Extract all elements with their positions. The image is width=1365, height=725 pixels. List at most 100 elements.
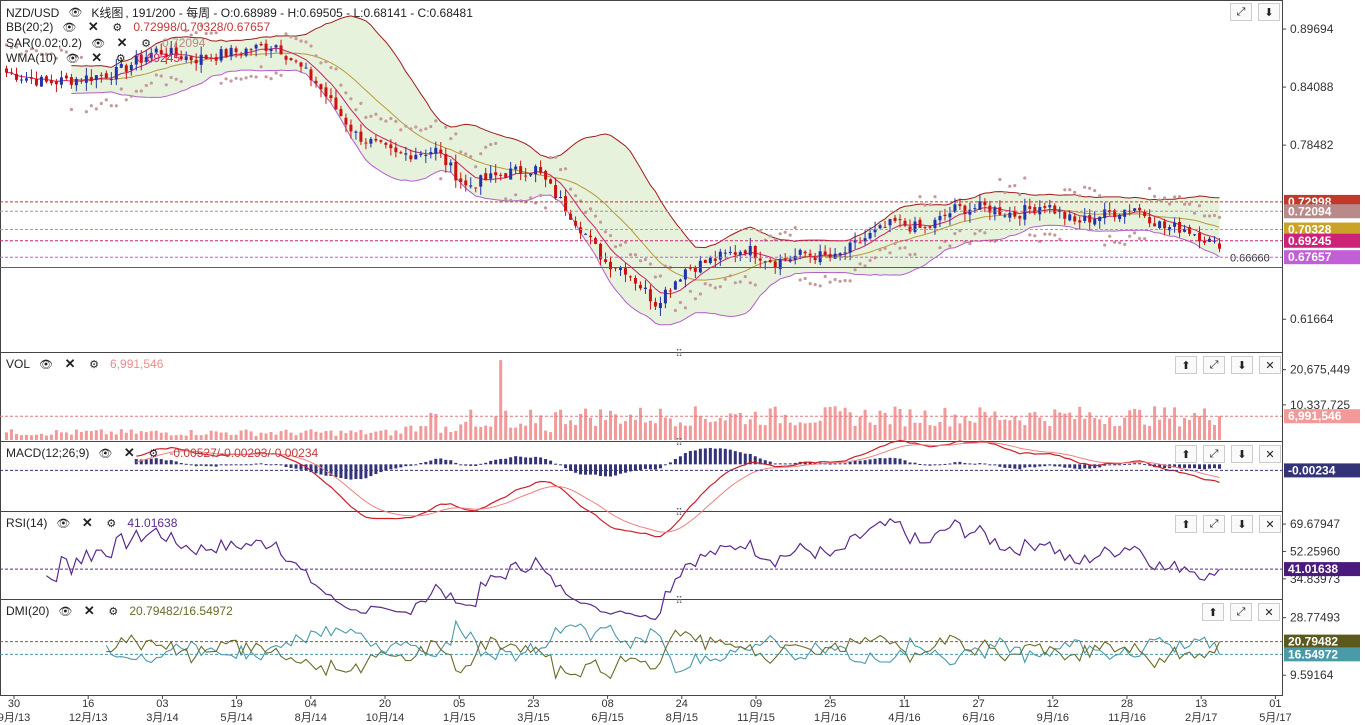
close-icon[interactable]: ✕ bbox=[81, 515, 93, 530]
sar-dot bbox=[1128, 234, 1132, 238]
volume-bar bbox=[604, 420, 608, 440]
sar-dot bbox=[998, 177, 1002, 182]
gear-icon[interactable]: ⚙ bbox=[112, 21, 123, 34]
move-up-icon[interactable]: ⬆ bbox=[1202, 603, 1224, 621]
gear-icon[interactable]: ⚙ bbox=[148, 447, 159, 460]
macd-histogram-bar bbox=[189, 464, 193, 466]
close-icon[interactable]: ✕ bbox=[1259, 356, 1281, 374]
x-tick-month-label: 2月/17 bbox=[1185, 712, 1217, 724]
maximize-icon[interactable]: ⤢ bbox=[1230, 603, 1252, 621]
sar-dot bbox=[204, 31, 208, 36]
gear-icon[interactable]: ⚙ bbox=[141, 37, 151, 50]
volume-bar bbox=[274, 434, 278, 440]
volume-bar bbox=[309, 429, 313, 440]
close-icon[interactable]: ✕ bbox=[1259, 515, 1281, 533]
sar-dot bbox=[169, 75, 173, 80]
candle-body bbox=[259, 43, 263, 46]
volume-bar bbox=[1033, 411, 1037, 440]
sar-dot bbox=[414, 125, 418, 129]
x-tick-month-label: 10月/14 bbox=[366, 712, 405, 724]
candle-body bbox=[409, 155, 413, 160]
close-icon[interactable]: ✕ bbox=[123, 445, 135, 460]
candle-body bbox=[658, 302, 662, 309]
macd-histogram-bar bbox=[968, 463, 972, 465]
volume-bar bbox=[444, 426, 448, 440]
macd-controls: ⬆ ⤢ ⬇ ✕ bbox=[1175, 445, 1281, 463]
candle-body bbox=[748, 245, 752, 256]
close-icon[interactable]: ✕ bbox=[1259, 445, 1281, 463]
eye-icon[interactable]: 👁 bbox=[91, 37, 106, 50]
volume-bar bbox=[254, 435, 258, 440]
eye-icon[interactable]: 👁 bbox=[98, 447, 113, 460]
close-icon[interactable]: ✕ bbox=[64, 356, 76, 371]
candle-body bbox=[783, 258, 787, 260]
move-down-icon[interactable]: ⬇ bbox=[1231, 445, 1253, 463]
candle-body bbox=[653, 302, 657, 307]
move-down-icon[interactable]: ⬇ bbox=[1231, 515, 1253, 533]
move-down-icon[interactable]: ⬇ bbox=[1231, 356, 1253, 374]
maximize-icon[interactable]: ⤢ bbox=[1203, 515, 1225, 533]
eye-icon[interactable]: 👁 bbox=[68, 7, 83, 19]
close-icon[interactable]: ✕ bbox=[1258, 603, 1280, 621]
gear-icon[interactable]: ⚙ bbox=[115, 52, 126, 65]
move-up-icon[interactable]: ⬆ bbox=[1175, 356, 1197, 374]
macd-histogram-bar bbox=[154, 458, 158, 465]
move-up-icon[interactable]: ⬆ bbox=[1175, 445, 1197, 463]
candle-body bbox=[214, 57, 218, 61]
move-down-icon[interactable]: ⬇ bbox=[1258, 3, 1280, 21]
volume-bar bbox=[184, 435, 188, 440]
maximize-icon[interactable]: ⤢ bbox=[1203, 445, 1225, 463]
candle-body bbox=[164, 53, 168, 57]
sar-dot bbox=[364, 115, 368, 119]
eye-icon[interactable]: 👁 bbox=[58, 605, 73, 618]
eye-icon[interactable]: 👁 bbox=[56, 517, 71, 530]
gear-icon[interactable]: ⚙ bbox=[108, 605, 119, 618]
volume-bar bbox=[109, 431, 113, 440]
price-tag-box bbox=[1284, 250, 1360, 265]
bb-fill bbox=[71, 15, 1220, 325]
close-icon[interactable]: ✕ bbox=[116, 35, 128, 50]
drag-handle-icon[interactable]: ⠿ bbox=[675, 349, 683, 360]
candle-body bbox=[379, 140, 383, 142]
candle-body bbox=[219, 49, 223, 61]
macd-histogram-bar bbox=[344, 464, 348, 479]
candle-body bbox=[39, 76, 43, 87]
volume-bar bbox=[114, 434, 118, 440]
eye-icon[interactable]: 👁 bbox=[65, 52, 80, 65]
volume-bar bbox=[264, 433, 268, 440]
candle-body bbox=[1133, 208, 1137, 212]
close-icon[interactable]: ✕ bbox=[87, 19, 99, 34]
volume-bar bbox=[149, 431, 153, 440]
sar-dot bbox=[249, 74, 253, 78]
macd-histogram-bar bbox=[728, 449, 732, 465]
maximize-icon[interactable]: ⤢ bbox=[1230, 3, 1252, 21]
macd-histogram-bar bbox=[908, 462, 912, 465]
volume-bar bbox=[239, 430, 243, 440]
candle-body bbox=[958, 204, 962, 207]
move-up-icon[interactable]: ⬆ bbox=[1175, 515, 1197, 533]
maximize-icon[interactable]: ⤢ bbox=[1203, 356, 1225, 374]
drag-handle-icon[interactable]: ⠿ bbox=[675, 596, 683, 607]
volume-bar bbox=[893, 406, 897, 440]
volume-bar bbox=[354, 432, 358, 440]
sar-dot bbox=[104, 98, 108, 102]
volume-bar bbox=[369, 432, 373, 440]
macd-histogram-bar bbox=[249, 464, 253, 466]
candle-body bbox=[4, 68, 8, 73]
macd-histogram-bar bbox=[509, 457, 513, 465]
close-icon[interactable]: ✕ bbox=[91, 50, 103, 65]
drag-handle-icon[interactable]: ⠿ bbox=[675, 508, 683, 519]
eye-icon[interactable]: 👁 bbox=[62, 21, 77, 34]
drag-handle-icon[interactable]: ⠿ bbox=[675, 438, 683, 449]
gear-icon[interactable]: ⚙ bbox=[106, 517, 117, 530]
sar-dot bbox=[544, 206, 548, 210]
candle-body bbox=[154, 48, 158, 53]
gear-icon[interactable]: ⚙ bbox=[89, 358, 99, 371]
close-icon[interactable]: ✕ bbox=[83, 603, 95, 618]
candle-body bbox=[334, 97, 338, 110]
eye-icon[interactable]: 👁 bbox=[39, 358, 53, 371]
candle-body bbox=[908, 226, 912, 232]
volume-bar bbox=[329, 430, 333, 440]
sar-dot bbox=[873, 256, 877, 260]
